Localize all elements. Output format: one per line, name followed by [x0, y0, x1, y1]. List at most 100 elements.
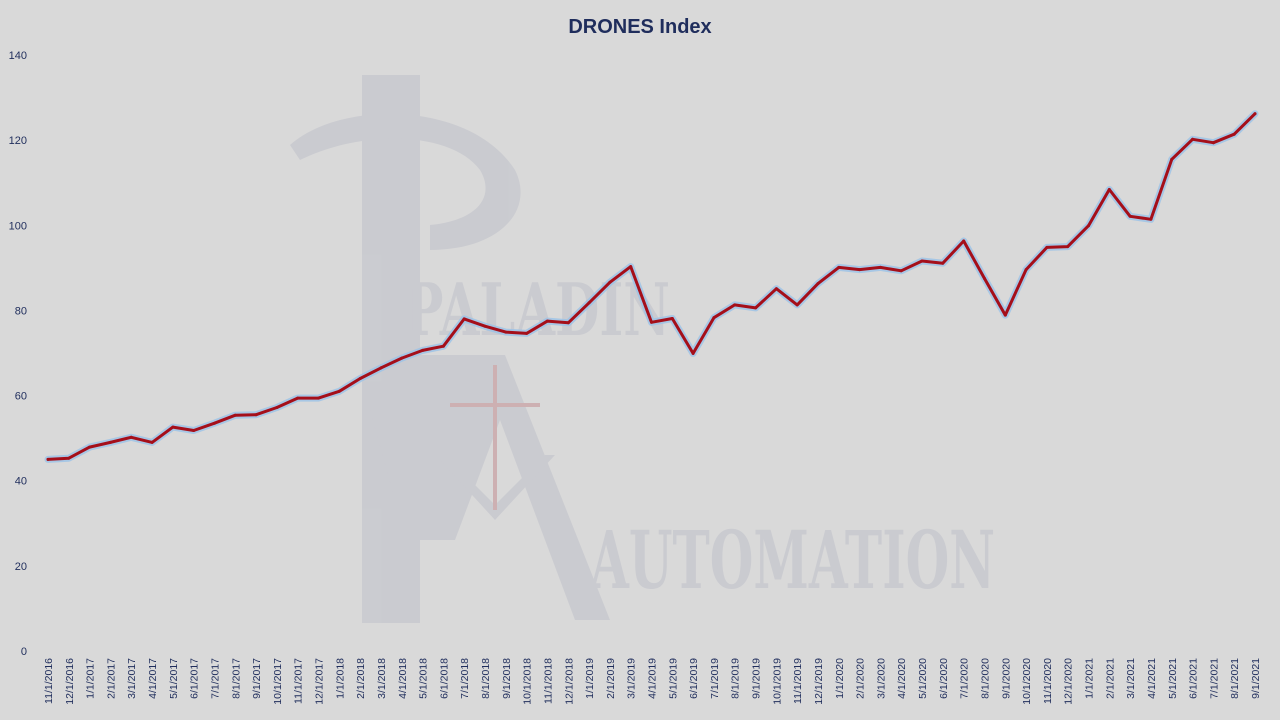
x-tick-label: 5/1/2020 [917, 658, 929, 699]
x-tick-label: 2/1/2021 [1104, 658, 1116, 699]
data-point [1045, 245, 1049, 249]
y-tick-label: 120 [9, 135, 27, 147]
x-tick-label: 8/1/2019 [730, 658, 742, 699]
data-point [774, 287, 778, 291]
x-tick-label: 9/1/2019 [751, 658, 763, 699]
series-layer [44, 110, 1259, 463]
x-tick-label: 12/1/2016 [64, 658, 76, 705]
y-tick-label: 20 [15, 561, 27, 573]
data-point [983, 277, 986, 280]
data-point [337, 389, 341, 393]
x-tick-label: 7/1/2020 [959, 658, 971, 699]
data-point [1024, 268, 1028, 272]
y-tick-label: 100 [9, 220, 27, 232]
data-point [275, 406, 279, 409]
data-point [878, 265, 882, 269]
x-tick-label: 8/1/2018 [480, 658, 492, 699]
x-tick-label: 1/1/2019 [584, 658, 596, 699]
data-point [629, 265, 633, 269]
data-point [691, 351, 695, 355]
data-point [754, 306, 758, 310]
x-tick-label: 4/1/2017 [147, 658, 159, 699]
data-point [483, 324, 487, 328]
x-tick-label: 1/1/2018 [334, 658, 346, 699]
x-tick-label: 5/1/2018 [418, 658, 430, 699]
y-tick-label: 80 [15, 305, 27, 317]
x-tick-label: 12/1/2019 [813, 658, 825, 705]
x-tick-label: 2/1/2020 [855, 658, 867, 699]
x-tick-label: 1/1/2020 [834, 658, 846, 699]
data-point [1107, 188, 1111, 191]
x-tick-label: 8/1/2017 [230, 658, 242, 699]
data-point [67, 456, 71, 460]
data-point [1149, 217, 1153, 221]
data-point [213, 421, 216, 425]
x-tick-label: 6/1/2018 [438, 658, 450, 699]
data-point [545, 319, 549, 323]
data-point [1211, 141, 1215, 145]
data-point [920, 259, 924, 263]
data-point [171, 425, 175, 429]
data-point [941, 261, 945, 265]
x-tick-label: 12/1/2020 [1063, 658, 1075, 705]
data-point [296, 396, 300, 400]
data-point [1128, 214, 1132, 218]
x-tick-label: 1/1/2017 [85, 658, 97, 699]
data-point [650, 320, 653, 324]
x-tick-label: 10/1/2018 [522, 658, 534, 705]
data-point [1232, 132, 1236, 136]
data-point [587, 301, 591, 305]
y-tick-label: 60 [15, 391, 27, 403]
x-tick-label: 12/1/2017 [314, 658, 326, 705]
data-point [108, 440, 112, 444]
x-tick-label: 11/1/2020 [1042, 658, 1054, 704]
data-point [462, 317, 466, 321]
data-point [816, 282, 820, 286]
data-point [670, 317, 674, 320]
x-tick-label: 9/1/2018 [501, 658, 513, 699]
data-point [899, 269, 903, 273]
x-tick-label: 7/1/2019 [709, 658, 721, 699]
x-tick-label: 8/1/2020 [979, 658, 991, 699]
data-point [400, 356, 404, 360]
x-tick-label: 5/1/2017 [168, 658, 180, 699]
data-point [1003, 313, 1007, 317]
data-point [566, 321, 570, 325]
x-tick-label: 3/1/2017 [126, 658, 138, 699]
x-tick-label: 4/1/2019 [647, 658, 659, 699]
data-point [1066, 245, 1070, 249]
data-point [46, 457, 50, 461]
data-point [795, 303, 799, 307]
data-point [525, 331, 529, 335]
x-tick-label: 9/1/2021 [1250, 658, 1262, 699]
x-tick-label: 6/1/2017 [189, 658, 201, 699]
x-tick-label: 1/1/2021 [1084, 658, 1096, 699]
x-tick-label: 2/1/2018 [355, 658, 367, 699]
x-tick-label: 4/1/2021 [1146, 658, 1158, 699]
x-tick-label: 10/1/2019 [771, 658, 783, 705]
data-point [1087, 224, 1090, 228]
x-axis: 11/1/2016 12/1/2016 1/1/2017 2/1/2017 3/1/20… [43, 658, 1262, 705]
x-tick-label: 7/1/2017 [209, 658, 221, 699]
y-tick-label: 40 [15, 476, 27, 488]
data-point [88, 445, 92, 449]
paladin-automation-watermark: PALADIN AUTOMATION [290, 75, 995, 623]
data-point [837, 265, 841, 269]
x-tick-label: 11/1/2017 [293, 658, 305, 704]
x-tick-label: 7/1/2018 [459, 658, 471, 699]
data-point [358, 377, 362, 380]
x-tick-label: 2/1/2017 [105, 658, 117, 699]
x-tick-label: 4/1/2018 [397, 658, 409, 699]
data-point [379, 366, 383, 370]
data-point [962, 239, 966, 243]
x-tick-label: 11/1/2018 [542, 658, 554, 704]
data-point [1170, 157, 1174, 161]
data-point [317, 396, 320, 400]
x-tick-label: 4/1/2020 [896, 658, 908, 699]
x-tick-label: 3/1/2019 [626, 658, 638, 699]
data-point [1253, 112, 1257, 116]
x-tick-label: 6/1/2020 [938, 658, 950, 699]
data-point [441, 344, 445, 348]
y-tick-label: 0 [21, 646, 27, 658]
